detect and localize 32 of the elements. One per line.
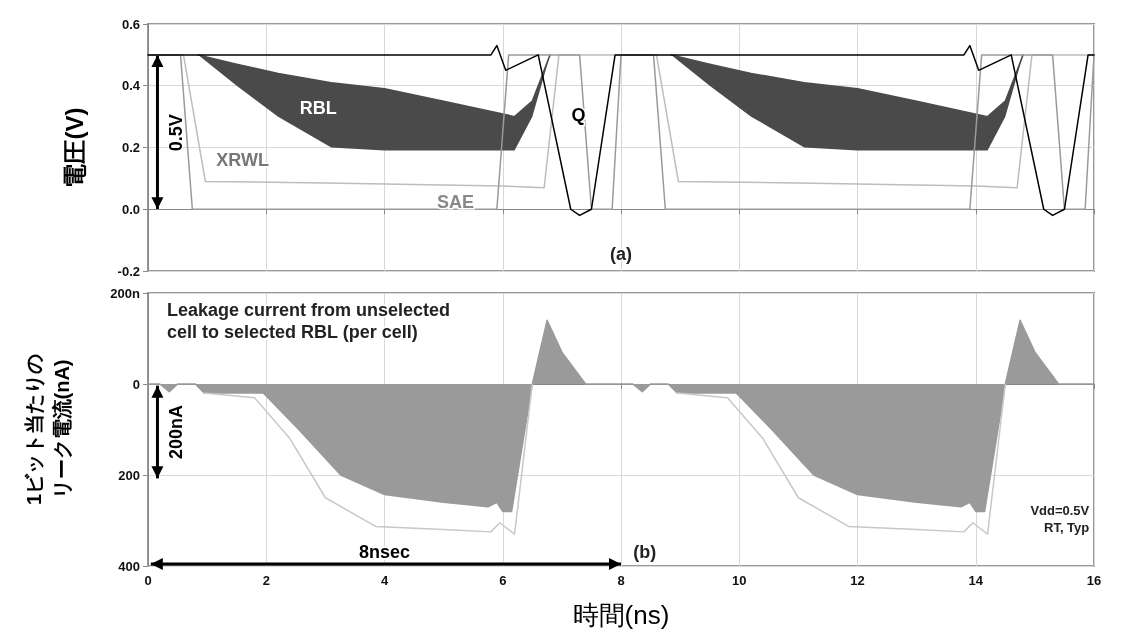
annotation: 200nA bbox=[166, 404, 187, 460]
y-tick-label: -0.2 bbox=[117, 263, 140, 279]
y-tick-label: 0.0 bbox=[121, 201, 140, 217]
x-tick-label: 12 bbox=[850, 573, 865, 588]
annotation: (a) bbox=[610, 243, 632, 264]
annotation: 0.5V bbox=[166, 114, 187, 152]
x-axis-title: 時間(ns) bbox=[572, 600, 670, 630]
annotation: Q bbox=[571, 105, 586, 126]
y-axis-title: 電圧(V) bbox=[60, 107, 88, 188]
annotation: XRWL bbox=[216, 149, 269, 170]
y-tick-label: 0 bbox=[132, 376, 140, 392]
y-tick-label: 200n bbox=[110, 285, 141, 301]
x-tick-label: 10 bbox=[732, 573, 747, 588]
y-axis-title: 1ビット当たりのリーク電流(nA) bbox=[23, 353, 73, 506]
y-tick-label: 400 bbox=[118, 558, 140, 574]
annotation: 8nsec bbox=[358, 541, 411, 562]
x-tick-label: 4 bbox=[380, 573, 389, 588]
y-tick-label: 0.4 bbox=[121, 78, 141, 94]
y-tick-label: 0.2 bbox=[121, 140, 140, 155]
x-tick-label: 16 bbox=[1086, 573, 1102, 588]
x-tick-label: 8 bbox=[617, 573, 625, 588]
x-tick-label: 14 bbox=[968, 573, 984, 588]
annotation: Leakage current from unselected cell to selected RBL (per cell) bbox=[166, 299, 451, 342]
y-tick-label: 200 bbox=[118, 467, 140, 483]
x-tick-label: 6 bbox=[499, 573, 507, 588]
x-tick-label: 2 bbox=[262, 573, 270, 588]
annotation: Vdd=0.5V RT, Typ bbox=[1030, 502, 1090, 535]
annotation: RBL bbox=[299, 97, 337, 118]
annotation: (b) bbox=[633, 541, 657, 562]
y-tick-label: 0.6 bbox=[121, 16, 140, 32]
x-tick-label: 0 bbox=[144, 573, 152, 588]
annotation: SAE bbox=[436, 191, 474, 212]
